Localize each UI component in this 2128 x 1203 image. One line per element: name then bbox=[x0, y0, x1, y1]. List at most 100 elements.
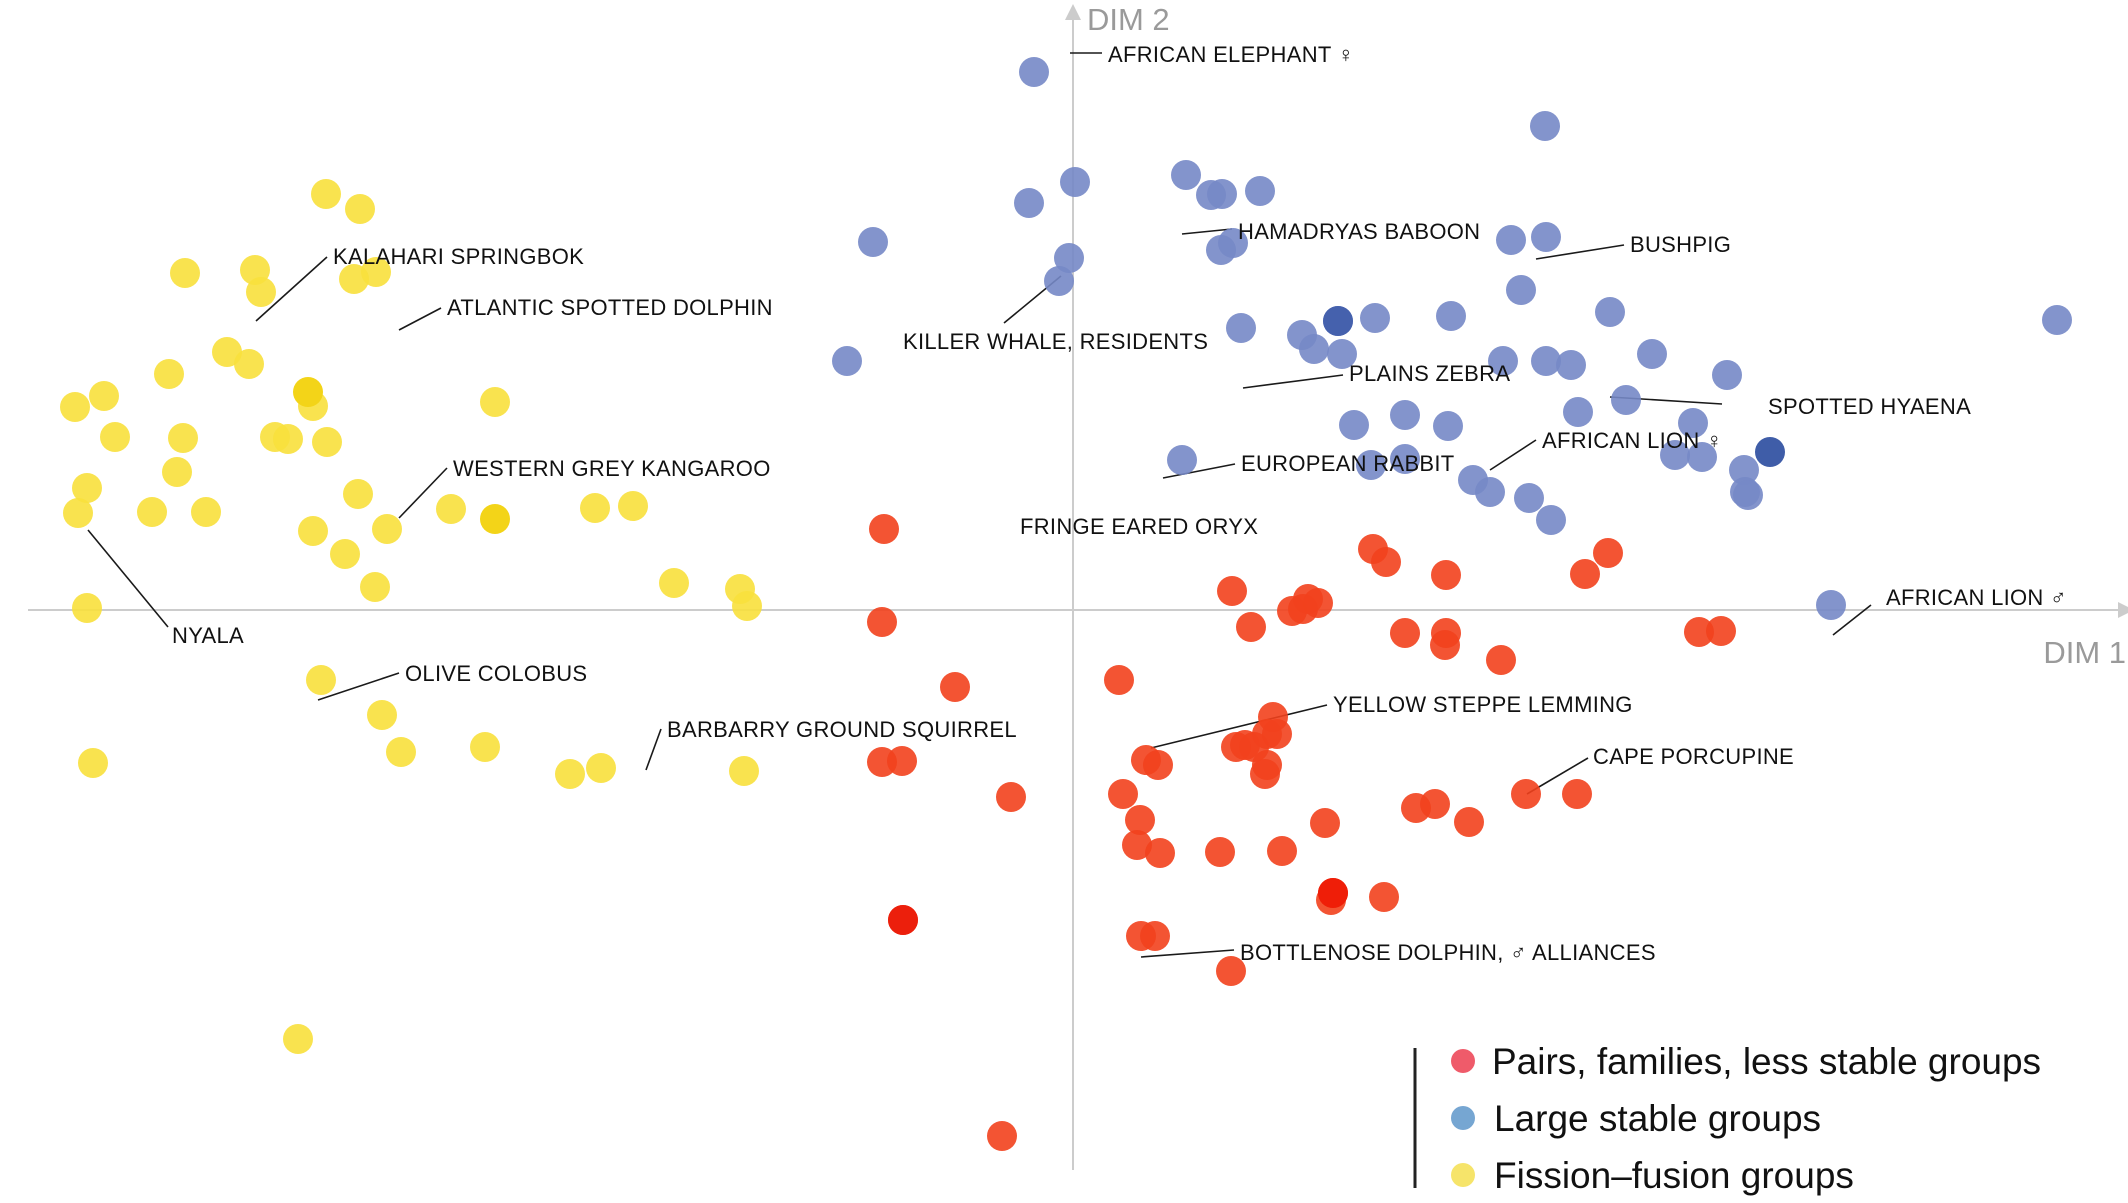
annotation-label: WESTERN GREY KANGAROO bbox=[453, 456, 771, 481]
annotation-label: AFRICAN LION ♀ bbox=[1542, 428, 1723, 453]
legend: Pairs, families, less stable groups Larg… bbox=[1413, 1041, 2041, 1196]
point-fission bbox=[729, 756, 759, 786]
annotation-label: KILLER WHALE, RESIDENTS bbox=[903, 329, 1208, 354]
point-large bbox=[1245, 176, 1275, 206]
annotation-label: OLIVE COLOBUS bbox=[405, 661, 587, 686]
point-pairs bbox=[1706, 616, 1736, 646]
point-pairs bbox=[1390, 618, 1420, 648]
point-large bbox=[1496, 225, 1526, 255]
annotation-leader-line bbox=[1242, 374, 1344, 389]
point-pairs bbox=[1122, 830, 1152, 860]
point-pairs bbox=[996, 782, 1026, 812]
point-large bbox=[1433, 411, 1463, 441]
point-pairs bbox=[1104, 665, 1134, 695]
point-large bbox=[1206, 235, 1236, 265]
point-fission bbox=[168, 423, 198, 453]
point-fission bbox=[436, 494, 466, 524]
point-large bbox=[1611, 385, 1641, 415]
point-pairs bbox=[1486, 645, 1516, 675]
point-pairs bbox=[1258, 702, 1288, 732]
point-large-highlight bbox=[1755, 437, 1785, 467]
point-fission bbox=[580, 493, 610, 523]
point-pairs bbox=[1562, 779, 1592, 809]
point-fission bbox=[339, 264, 369, 294]
point-fission bbox=[283, 1024, 313, 1054]
annotation-label: NYALA bbox=[172, 623, 244, 648]
point-large bbox=[1287, 320, 1317, 350]
point-large bbox=[1014, 188, 1044, 218]
point-large bbox=[1019, 57, 1049, 87]
point-fission bbox=[246, 277, 276, 307]
point-pairs bbox=[1310, 808, 1340, 838]
point-pairs bbox=[987, 1121, 1017, 1151]
point-large bbox=[1196, 180, 1226, 210]
axes: DIM 1 DIM 2 bbox=[28, 2, 2128, 1170]
point-large bbox=[1729, 455, 1759, 485]
point-fission bbox=[470, 732, 500, 762]
point-pairs bbox=[940, 672, 970, 702]
point-fission bbox=[154, 359, 184, 389]
point-fission bbox=[72, 593, 102, 623]
point-fission bbox=[234, 349, 264, 379]
point-fission bbox=[343, 479, 373, 509]
point-large bbox=[1712, 360, 1742, 390]
point-large bbox=[1531, 346, 1561, 376]
point-pairs bbox=[1126, 921, 1156, 951]
point-pairs bbox=[1205, 837, 1235, 867]
point-large bbox=[858, 227, 888, 257]
legend-label-pairs: Pairs, families, less stable groups bbox=[1492, 1041, 2041, 1082]
point-pairs bbox=[887, 746, 917, 776]
annotation-leader-line bbox=[1150, 704, 1328, 749]
point-large bbox=[1678, 408, 1708, 438]
point-large bbox=[1595, 297, 1625, 327]
annotation-label: CAPE PORCUPINE bbox=[1593, 744, 1794, 769]
annotation-leader-line bbox=[87, 529, 169, 628]
point-large bbox=[1044, 266, 1074, 296]
legend-marker-large bbox=[1451, 1106, 1475, 1130]
y-axis-title: DIM 2 bbox=[1087, 2, 1170, 37]
point-large bbox=[1167, 445, 1197, 475]
point-large bbox=[1660, 440, 1690, 470]
point-fission bbox=[367, 700, 397, 730]
point-fission bbox=[725, 574, 755, 604]
point-fission bbox=[212, 337, 242, 367]
annotation-label: PLAINS ZEBRA bbox=[1349, 361, 1510, 386]
annotation-leader-line bbox=[398, 467, 448, 519]
point-pairs bbox=[1511, 779, 1541, 809]
point-fission bbox=[191, 497, 221, 527]
point-large bbox=[2042, 305, 2072, 335]
annotation-leader-line bbox=[1140, 949, 1235, 958]
point-pairs bbox=[1217, 576, 1247, 606]
point-fission bbox=[312, 427, 342, 457]
annotation-label: BARBARRY GROUND SQUIRREL bbox=[667, 717, 1017, 742]
point-fission bbox=[372, 514, 402, 544]
point-large-highlight bbox=[1323, 306, 1353, 336]
x-axis-title: DIM 1 bbox=[2043, 635, 2126, 670]
point-pairs bbox=[869, 514, 899, 544]
point-large bbox=[1506, 275, 1536, 305]
point-large bbox=[1816, 590, 1846, 620]
annotation-label: BUSHPIG bbox=[1630, 232, 1731, 257]
point-large bbox=[1733, 480, 1763, 510]
point-large bbox=[1531, 222, 1561, 252]
point-pairs bbox=[1371, 547, 1401, 577]
point-large bbox=[1226, 313, 1256, 343]
annotation-leader-line bbox=[255, 256, 328, 322]
point-pairs-highlight bbox=[888, 905, 918, 935]
point-pairs bbox=[1593, 538, 1623, 568]
point-pairs-highlight bbox=[1318, 878, 1348, 908]
point-fission bbox=[89, 381, 119, 411]
annotation-label: YELLOW STEPPE LEMMING bbox=[1333, 692, 1633, 717]
point-fission bbox=[386, 737, 416, 767]
point-large bbox=[1060, 167, 1090, 197]
point-fission bbox=[345, 194, 375, 224]
point-pairs bbox=[1221, 732, 1251, 762]
legend-label-fission: Fission–fusion groups bbox=[1494, 1155, 1854, 1196]
point-pairs bbox=[1454, 807, 1484, 837]
point-large bbox=[1530, 111, 1560, 141]
point-large bbox=[1327, 339, 1357, 369]
annotation-leader-line bbox=[1489, 439, 1537, 471]
point-pairs bbox=[1216, 956, 1246, 986]
annotation-label: EUROPEAN RABBIT bbox=[1241, 451, 1455, 476]
legend-label-large: Large stable groups bbox=[1494, 1098, 1821, 1139]
